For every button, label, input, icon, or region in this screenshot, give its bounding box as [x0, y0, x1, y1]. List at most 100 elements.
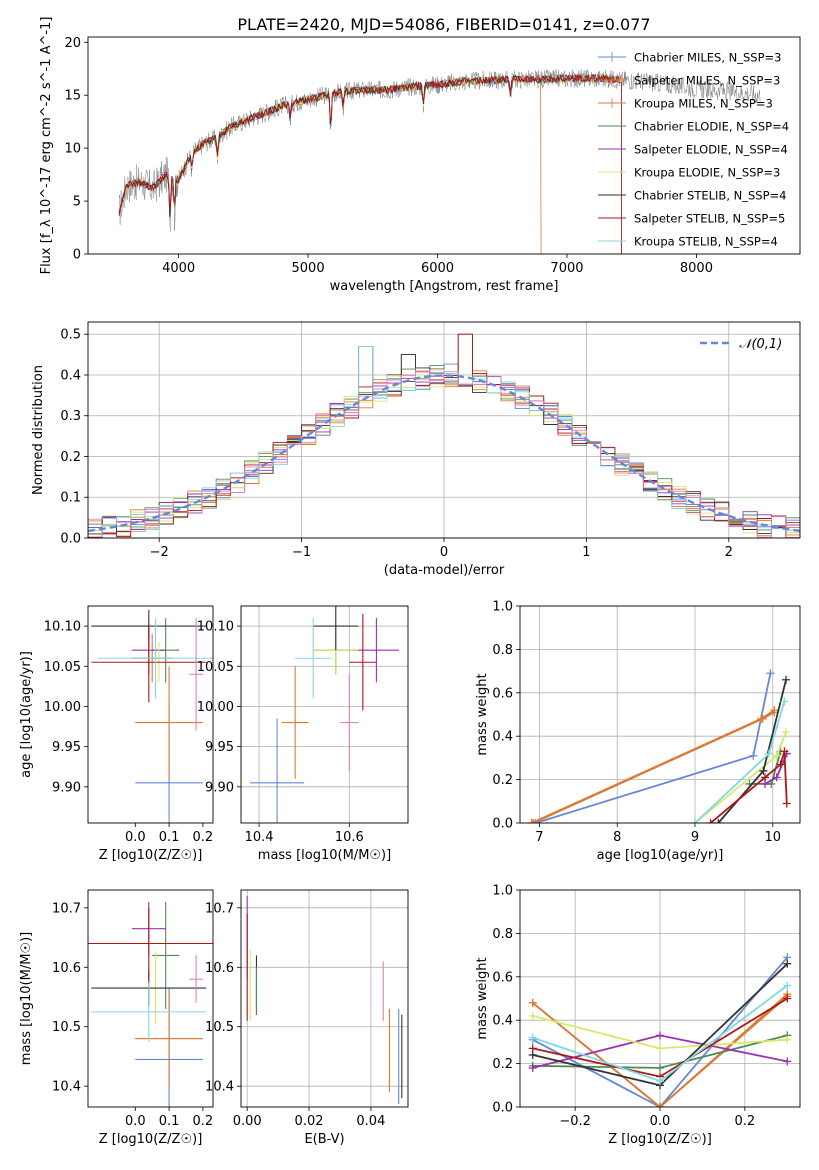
x-tick-label: 0.1: [159, 1114, 180, 1129]
x-tick-label: 7000: [550, 261, 583, 276]
model-fit-7: [118, 73, 622, 254]
legend-label: Chabrier MILES, N_SSP=3: [634, 51, 781, 65]
model-fit-1: [118, 73, 622, 254]
weight-marker: [759, 766, 768, 775]
weight-marker: [783, 1035, 792, 1044]
x-axis-label: Z [log10(Z/Z☉)]: [99, 848, 203, 863]
y-tick-label: 9.95: [205, 740, 234, 755]
y-tick-label: 1.0: [492, 600, 513, 615]
weight-marker: [782, 727, 790, 736]
y-axis-label: mass weight: [475, 957, 490, 1039]
x-tick-label: −1: [292, 545, 311, 560]
x-tick-label: 0.0: [125, 1114, 146, 1129]
x-tick-label: 0: [440, 545, 448, 560]
y-tick-label: 10.10: [44, 620, 81, 635]
x-tick-label: −0.2: [559, 1114, 591, 1129]
weight-marker: [766, 669, 775, 678]
weight-marker: [783, 959, 792, 968]
plot-area: [527, 669, 791, 823]
x-tick-label: 5000: [292, 261, 325, 276]
weight-marker: [761, 773, 769, 782]
y-tick-label: 0.2: [492, 1057, 513, 1072]
residuals-panel: −2 −1 0 1 2 0.0 0.1 0.2 0.3 0.4 0.5 (data-model)/er…: [31, 321, 801, 578]
x-tick-label: 0.02: [295, 1114, 324, 1129]
y-tick-label: 0.4: [492, 1014, 513, 1029]
y-axis-label: age [log10(age/yr)]: [19, 651, 34, 778]
legend-label: Salpeter ELODIE, N_SSP=4: [634, 143, 788, 157]
axes-frame: [87, 36, 801, 255]
weight-line: [532, 995, 788, 1107]
y-tick-label: 0.5: [60, 328, 81, 343]
weight-marker: [528, 998, 537, 1007]
axes-frame: [240, 605, 409, 824]
model-fit-5: [118, 73, 619, 216]
y-tick-label: 0: [73, 248, 81, 263]
y-tick-label: 10.6: [205, 961, 234, 976]
legend-marker: [607, 52, 617, 62]
x-tick-label: 0.2: [735, 1114, 756, 1129]
x-tick-label: 4000: [162, 261, 195, 276]
weight-marker: [529, 819, 538, 823]
y-tick-label: 0.0: [492, 817, 513, 832]
legend-label: Salpeter STELIB, N_SSP=5: [634, 212, 785, 226]
legend-label: Salpeter MILES, N_SSP=3: [634, 74, 780, 88]
y-tick-label: 10.5: [205, 1020, 234, 1035]
weight-marker: [783, 994, 792, 1003]
x-tick-label: 0.2: [193, 830, 214, 845]
y-tick-label: 0.6: [492, 970, 513, 985]
y-axis-label: mass weight: [475, 673, 490, 755]
x-tick-label: 0.04: [356, 1114, 385, 1129]
y-tick-label: 0.2: [492, 773, 513, 788]
weight-marker: [782, 675, 790, 684]
x-axis-label: (data-model)/error: [384, 563, 505, 578]
plot-area: [118, 69, 762, 254]
weight-line: [694, 701, 786, 823]
legend-label: Kroupa ELODIE, N_SSP=3: [634, 166, 780, 180]
plot-area: [250, 606, 399, 823]
x-axis-label: mass [log10(M/M☉)]: [258, 848, 391, 863]
y-tick-label: 15: [64, 89, 81, 104]
y-tick-label: 0.8: [492, 927, 513, 942]
weight-marker: [770, 708, 779, 717]
mass-vs-reddening-panel: 0.00 0.02 0.04 10.4 10.5 10.6 10.7 E(B-V): [205, 889, 409, 1147]
y-tick-label: 9.95: [52, 740, 81, 755]
y-tick-label: 10.00: [197, 700, 234, 715]
axes-frame: [87, 605, 214, 824]
y-tick-label: 10.5: [52, 1020, 81, 1035]
spectrum-panel: 4000 5000 6000 7000 8000 0 5 10 15 20 wavelength […: [39, 17, 801, 294]
x-tick-label: 10.6: [335, 830, 364, 845]
y-tick-label: 10.05: [44, 660, 81, 675]
weight-line: [717, 679, 787, 823]
y-tick-label: 0.1: [60, 491, 81, 506]
y-tick-label: 0.6: [492, 686, 513, 701]
x-tick-label: 6000: [421, 261, 454, 276]
y-tick-label: 10.4: [205, 1080, 234, 1095]
normal-curve: [88, 374, 800, 533]
weight-vs-age-panel: 7 8 9 10 0.0 0.2 0.4 0.6 0.8 1.0 age [log10(age/yr…: [475, 600, 801, 863]
y-tick-label: 10.00: [44, 700, 81, 715]
y-tick-label: 9.90: [205, 780, 234, 795]
plot-area: [88, 901, 213, 1107]
weight-marker: [749, 751, 758, 760]
age-vs-mass-panel: 10.4 10.6 9.90 9.95 10.00 10.05 10.10 mass [log…: [197, 605, 409, 863]
weight-marker: [706, 819, 715, 823]
legend-label: Kroupa MILES, N_SSP=3: [634, 97, 773, 111]
y-tick-label: 9.90: [52, 780, 81, 795]
y-tick-label: 10.10: [197, 620, 234, 635]
plot-area: [246, 895, 403, 1105]
x-tick-label: −2: [150, 545, 169, 560]
weight-marker: [780, 747, 789, 756]
weight-marker: [783, 1057, 792, 1066]
mass-vs-metallicity-panel: 0.0 0.1 0.2 10.4 10.5 10.6 10.7 Z [log10(Z/Z☉)]…: [19, 889, 214, 1147]
plot-area: [91, 610, 213, 823]
axes-frame: [519, 889, 801, 1108]
weight-marker: [656, 1103, 664, 1107]
legend-marker: [607, 75, 617, 85]
y-tick-label: 0.3: [60, 409, 81, 424]
weight-marker: [764, 749, 773, 758]
x-axis-label: wavelength [Angstrom, rest frame]: [330, 279, 559, 294]
legend-label: 𝒩(0,1): [739, 337, 782, 352]
age-vs-metallicity-panel: 0.0 0.1 0.2 9.90 9.95 10.00 10.05 10.10 Z [log10…: [19, 605, 214, 863]
model-fit-6: [118, 73, 619, 217]
